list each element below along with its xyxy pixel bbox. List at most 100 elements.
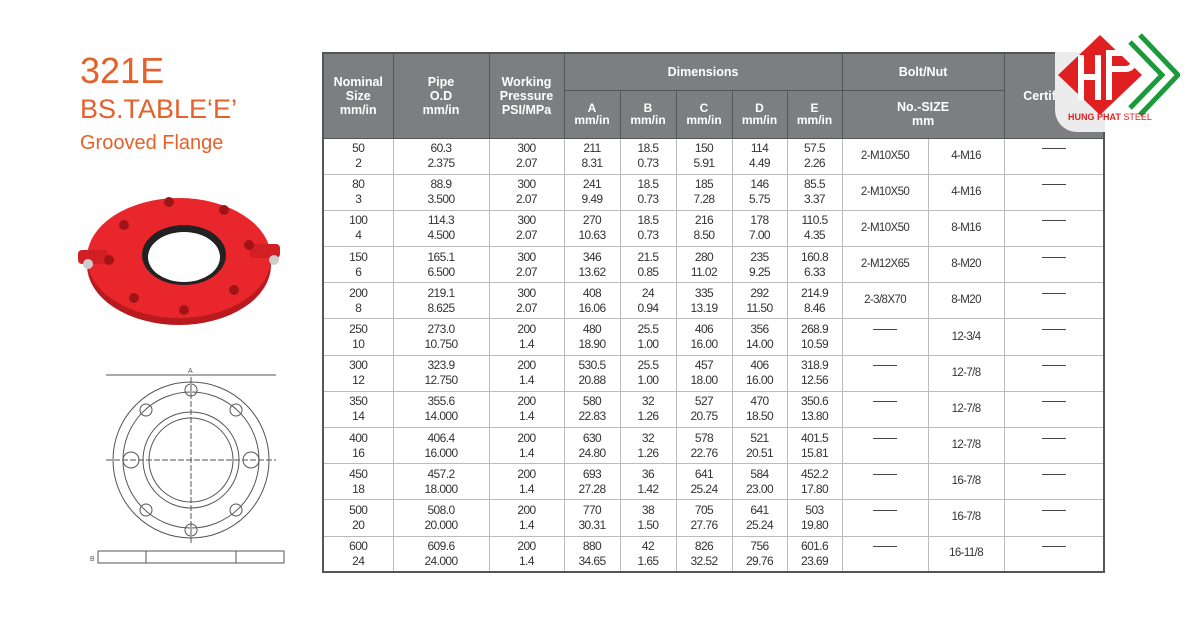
cell-value: 1.65 <box>637 553 660 568</box>
cell-value: 16.00 <box>745 373 774 388</box>
cell-value: 1.00 <box>637 373 660 388</box>
dash-placeholder: — <box>1041 545 1066 562</box>
cell-pressure: 300 2.07 <box>488 282 565 320</box>
cell-value: 318.9 <box>801 358 829 373</box>
cell-pipe: 609.6 24.000 <box>392 535 490 573</box>
cell-pipe: 273.0 10.750 <box>392 318 490 356</box>
cell-value: 1.50 <box>637 517 660 532</box>
hung-phat-logo <box>1058 33 1180 117</box>
svg-text:B: B <box>90 556 95 563</box>
cell-value: 8 <box>355 300 362 315</box>
cell-value: 25.24 <box>690 481 718 496</box>
cell-value: 165.1 <box>427 249 455 264</box>
cell-value: 12.56 <box>801 373 829 388</box>
cell-value: 300 <box>517 285 536 300</box>
cell-d: 470 18.50 <box>731 390 788 429</box>
cell-e: 268.9 10.59 <box>786 318 843 356</box>
cell-a: 480 18.90 <box>563 318 621 356</box>
cell-value: 408 <box>582 285 602 300</box>
cell-nominal: 400 16 <box>322 426 394 465</box>
cell-value: 25.5 <box>637 358 660 373</box>
cell-value: 18.50 <box>745 409 774 424</box>
cell-bolt1: — <box>841 499 929 537</box>
cell-value: 219.1 <box>427 285 455 300</box>
cell-value: 16.06 <box>578 300 606 315</box>
cell-pipe: 355.6 14.000 <box>392 390 490 429</box>
cell-value: 300 <box>517 177 536 192</box>
cell-value: 450 <box>349 466 368 481</box>
cell-value: 12-7/8 <box>951 366 982 379</box>
cell-e: 318.9 12.56 <box>786 354 843 392</box>
cell-value: 826 <box>694 538 714 553</box>
cell-value: 2 <box>355 156 362 171</box>
cell-pipe: 508.0 20.000 <box>392 499 490 537</box>
dash-placeholder: — <box>873 509 898 526</box>
cell-value: 25.5 <box>637 322 660 337</box>
cell-value: 7.28 <box>693 192 716 207</box>
cell-cert: — <box>1003 390 1105 429</box>
header-no-size: No.-SIZE mm <box>841 89 1005 139</box>
table-row: 250 10 273.0 10.750 200 1.4 480 18.90 25.5 1.00 40… <box>322 318 1105 356</box>
cell-value: 346 <box>582 249 602 264</box>
cell-value: 273.0 <box>427 322 455 337</box>
cell-value: 185 <box>694 177 714 192</box>
cell-value: 300 <box>349 358 368 373</box>
cell-value: 17.80 <box>801 481 829 496</box>
cell-value: 4 <box>355 228 362 243</box>
cell-value: 641 <box>750 502 769 517</box>
cell-c: 641 25.24 <box>675 463 733 501</box>
cell-value: 578 <box>694 430 714 445</box>
cell-d: 292 11.50 <box>731 282 788 320</box>
cell-value: 42 <box>641 538 655 553</box>
cell-bolt1: 2-M10X50 <box>841 137 929 175</box>
cell-cert: — <box>1003 282 1105 320</box>
cell-bolt2: 8-M20 <box>927 282 1005 320</box>
cell-c: 216 8.50 <box>675 209 733 248</box>
cell-value: 356 <box>750 322 769 337</box>
cell-value: 601.6 <box>801 538 829 553</box>
cell-value: 5.75 <box>749 192 771 207</box>
cell-pressure: 300 2.07 <box>488 246 565 284</box>
cell-value: 14.000 <box>424 409 458 424</box>
cell-pressure: 300 2.07 <box>488 209 565 248</box>
cell-value: 88.9 <box>430 177 453 192</box>
cell-value: 200 <box>517 430 536 445</box>
cell-e: 401.5 15.81 <box>786 426 843 465</box>
cell-value: 335 <box>694 285 714 300</box>
cell-a: 270 10.63 <box>563 209 621 248</box>
dash-placeholder: — <box>873 437 898 454</box>
table-row: 150 6 165.1 6.500 300 2.07 346 13.62 21.5 0.85 280… <box>322 246 1105 284</box>
cell-b: 21.5 0.85 <box>619 246 677 284</box>
cell-value: 14 <box>352 409 365 424</box>
cell-value: 27.76 <box>690 517 718 532</box>
cell-value: 16-7/8 <box>951 511 982 524</box>
cell-c: 826 32.52 <box>675 535 733 573</box>
cell-a: 630 24.80 <box>563 426 621 465</box>
cell-value: 457 <box>694 358 714 373</box>
cell-a: 408 16.06 <box>563 282 621 320</box>
cell-b: 32 1.26 <box>619 390 677 429</box>
cell-value: 60.3 <box>430 141 453 156</box>
cell-value: 24.80 <box>578 445 606 460</box>
cell-c: 527 20.75 <box>675 390 733 429</box>
cell-value: 508.0 <box>427 502 455 517</box>
cell-value: 22.83 <box>578 409 606 424</box>
cell-value: 23.00 <box>745 481 774 496</box>
cell-value: 0.73 <box>637 156 660 171</box>
cell-value: 36 <box>641 466 655 481</box>
cell-value: 1.26 <box>637 445 660 460</box>
cell-value: 34.65 <box>578 553 606 568</box>
cell-value: 8.46 <box>804 300 826 315</box>
cell-value: 146 <box>750 177 769 192</box>
dash-placeholder: — <box>1041 437 1066 454</box>
cell-value: 323.9 <box>427 358 455 373</box>
cell-value: 527 <box>694 394 714 409</box>
cell-value: 18.5 <box>637 177 660 192</box>
cell-value: 14.00 <box>745 337 774 352</box>
cell-value: 1.4 <box>519 337 534 352</box>
cell-d: 584 23.00 <box>731 463 788 501</box>
cell-cert: — <box>1003 535 1105 573</box>
cell-b: 18.5 0.73 <box>619 209 677 248</box>
